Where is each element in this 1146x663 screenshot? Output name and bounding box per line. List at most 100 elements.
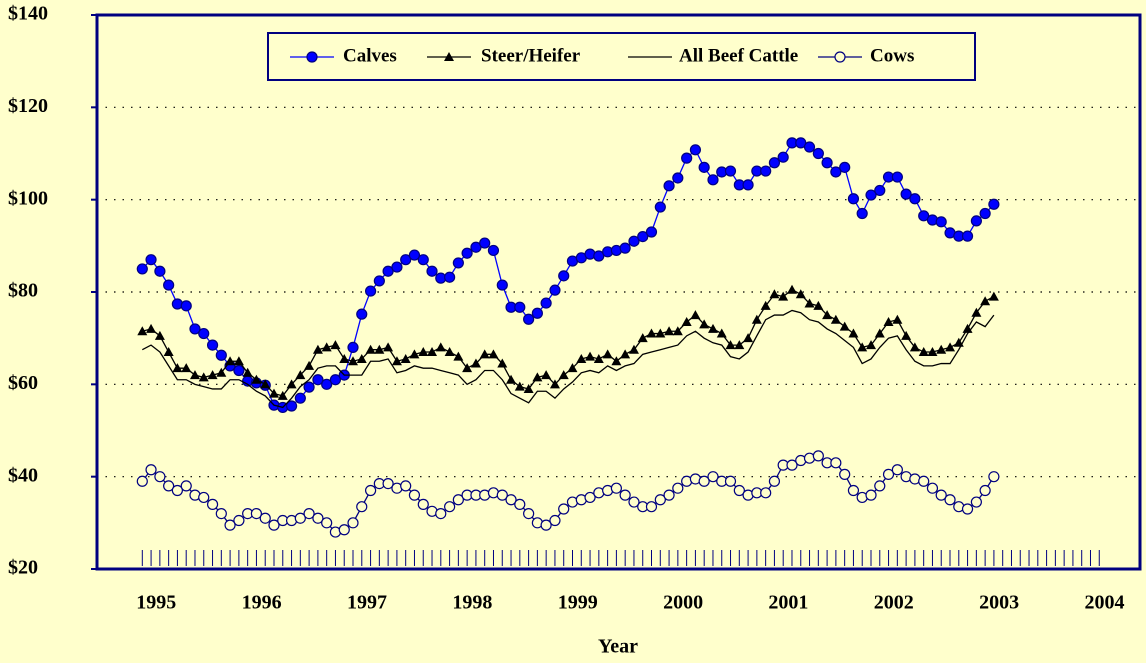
data-point <box>970 215 982 227</box>
data-point <box>427 347 438 357</box>
data-point <box>373 275 385 287</box>
data-point <box>961 503 974 515</box>
data-point <box>602 349 613 359</box>
data-point <box>224 519 236 531</box>
data-point <box>268 388 279 398</box>
data-point <box>259 512 271 524</box>
data-point <box>620 349 631 359</box>
data-point <box>866 340 877 350</box>
data-point <box>479 349 490 359</box>
data-point <box>506 374 517 384</box>
data-point <box>935 216 947 228</box>
data-point <box>181 363 192 373</box>
data-point <box>180 480 192 492</box>
data-point <box>523 383 534 393</box>
data-point <box>540 297 552 309</box>
x-tick-label: 1999 <box>558 592 598 614</box>
x-tick-label: 2002 <box>874 592 914 614</box>
data-point <box>417 498 429 510</box>
data-point <box>777 151 789 163</box>
data-point <box>242 367 253 377</box>
data-point <box>531 307 543 319</box>
data-point <box>189 323 201 335</box>
data-point <box>760 487 772 499</box>
data-point <box>901 330 912 340</box>
data-point <box>444 271 456 283</box>
data-point <box>689 144 702 156</box>
y-tick-label: $100 <box>8 187 48 209</box>
data-point <box>724 165 737 177</box>
data-point <box>672 326 683 336</box>
data-point <box>523 507 535 520</box>
data-point <box>286 379 297 389</box>
data-point <box>926 482 939 494</box>
data-point <box>778 291 789 301</box>
data-point <box>743 333 754 343</box>
data-point <box>400 254 412 266</box>
data-point <box>356 353 367 363</box>
data-point <box>338 524 350 536</box>
data-point <box>409 349 420 359</box>
data-point <box>690 310 701 320</box>
data-point <box>734 340 745 350</box>
data-point <box>356 308 368 320</box>
data-point <box>637 231 649 243</box>
data-point <box>347 341 359 353</box>
y-tick-label: $120 <box>8 95 48 117</box>
data-point <box>453 351 464 361</box>
data-point <box>628 496 640 508</box>
data-point <box>260 379 271 389</box>
data-point <box>935 489 947 501</box>
legend-marker <box>834 51 846 63</box>
data-point <box>497 358 508 368</box>
data-point <box>567 363 578 373</box>
data-point <box>488 349 499 359</box>
data-point <box>400 480 412 492</box>
data-point <box>382 265 394 277</box>
data-point <box>768 475 781 487</box>
data-point <box>619 489 631 501</box>
legend-label: Calves <box>343 45 397 66</box>
data-point <box>857 342 868 352</box>
data-point <box>215 349 227 361</box>
data-point <box>742 179 754 191</box>
data-point <box>532 372 543 382</box>
data-point <box>979 484 991 497</box>
data-point <box>462 363 473 373</box>
data-point <box>163 480 175 492</box>
data-point <box>180 300 192 312</box>
data-point <box>145 254 157 266</box>
data-point <box>803 141 816 153</box>
data-point <box>558 270 570 282</box>
data-point <box>365 285 377 297</box>
data-point <box>988 291 999 301</box>
data-point <box>347 517 359 529</box>
data-point <box>628 344 639 354</box>
data-point <box>171 484 183 497</box>
data-point <box>294 512 306 524</box>
data-point <box>295 370 306 380</box>
data-point <box>733 484 745 497</box>
data-point <box>216 367 227 377</box>
data-point <box>874 328 885 338</box>
data-point <box>830 166 842 178</box>
data-point <box>724 475 737 487</box>
data-point <box>391 356 402 366</box>
data-point <box>839 468 851 480</box>
data-point <box>970 496 982 508</box>
data-point <box>663 180 675 192</box>
data-point <box>330 340 341 350</box>
data-point <box>514 301 526 313</box>
data-point <box>268 519 280 531</box>
data-point <box>154 265 166 277</box>
data-point <box>408 249 421 261</box>
data-point <box>707 174 719 186</box>
data-point <box>136 263 148 275</box>
data-point <box>848 328 859 338</box>
data-point <box>944 494 956 506</box>
x-tick-label: 1998 <box>452 592 492 614</box>
data-point <box>812 450 824 462</box>
data-point <box>426 265 438 277</box>
